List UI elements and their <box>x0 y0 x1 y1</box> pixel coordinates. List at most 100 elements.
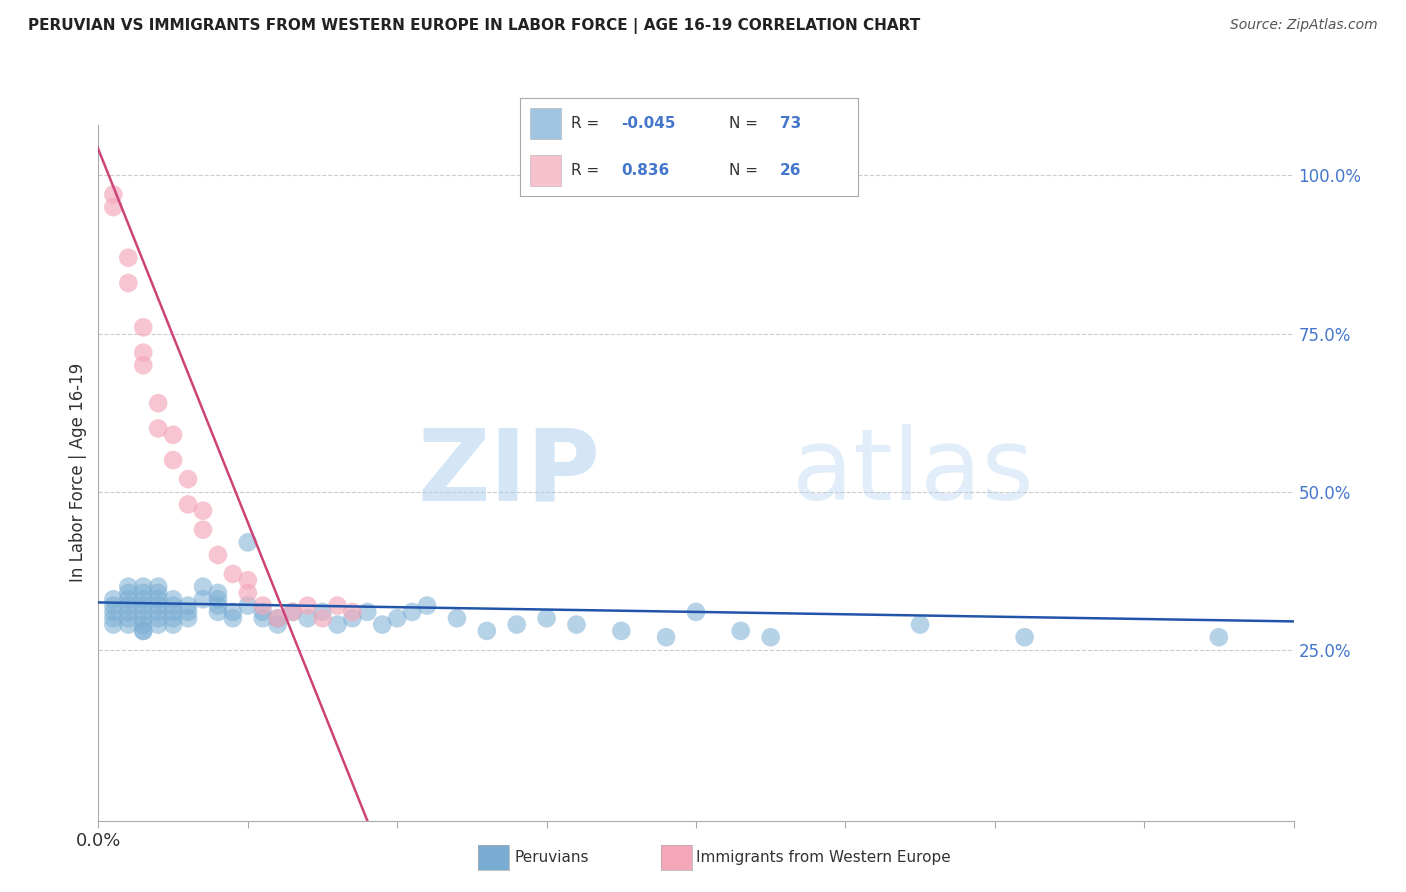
Point <box>103 617 125 632</box>
Point <box>222 611 245 625</box>
Point <box>207 605 229 619</box>
Point <box>207 599 229 613</box>
Point <box>222 605 245 619</box>
Point <box>730 624 752 638</box>
Point <box>103 599 125 613</box>
Point <box>236 586 259 600</box>
Point <box>103 611 125 625</box>
Point <box>536 611 558 625</box>
Point <box>117 276 139 290</box>
Point <box>132 592 155 607</box>
Point <box>252 599 274 613</box>
Y-axis label: In Labor Force | Age 16-19: In Labor Force | Age 16-19 <box>69 363 87 582</box>
Point <box>162 599 184 613</box>
Point <box>1208 630 1230 644</box>
Point <box>117 605 139 619</box>
Point <box>356 605 378 619</box>
Point <box>148 605 170 619</box>
Point <box>371 617 394 632</box>
Point <box>236 535 259 549</box>
Text: Peruvians: Peruvians <box>515 850 589 864</box>
Point <box>401 605 423 619</box>
Point <box>908 617 931 632</box>
Point <box>177 497 200 511</box>
Point <box>297 599 319 613</box>
Text: Source: ZipAtlas.com: Source: ZipAtlas.com <box>1230 18 1378 32</box>
Text: 73: 73 <box>780 116 801 131</box>
Point <box>117 617 139 632</box>
Point <box>236 599 259 613</box>
Point <box>103 187 125 202</box>
Text: R =: R = <box>571 163 605 178</box>
Point <box>132 358 155 372</box>
Point <box>148 611 170 625</box>
Point <box>191 580 214 594</box>
Text: Immigrants from Western Europe: Immigrants from Western Europe <box>696 850 950 864</box>
Text: ZIP: ZIP <box>418 425 600 521</box>
Point <box>162 592 184 607</box>
Point <box>162 611 184 625</box>
Point <box>416 599 439 613</box>
Point <box>326 617 349 632</box>
Point <box>565 617 588 632</box>
Point <box>311 605 333 619</box>
Point <box>117 586 139 600</box>
Point <box>326 599 349 613</box>
Point <box>103 605 125 619</box>
Point <box>177 599 200 613</box>
Text: N =: N = <box>730 163 763 178</box>
Point <box>132 586 155 600</box>
Point <box>342 611 364 625</box>
Point <box>207 548 229 562</box>
Point <box>252 605 274 619</box>
Point <box>103 592 125 607</box>
Text: 26: 26 <box>780 163 801 178</box>
Point <box>132 605 155 619</box>
Point <box>207 586 229 600</box>
Point <box>148 421 170 435</box>
Point <box>117 592 139 607</box>
Point <box>177 605 200 619</box>
Point <box>385 611 409 625</box>
Point <box>191 592 214 607</box>
Point <box>132 599 155 613</box>
Point <box>117 251 139 265</box>
Point <box>148 592 170 607</box>
Point <box>236 574 259 588</box>
Point <box>267 611 290 625</box>
Text: 0.836: 0.836 <box>621 163 669 178</box>
Point <box>655 630 678 644</box>
Point <box>117 611 139 625</box>
Point <box>148 599 170 613</box>
Point <box>267 611 290 625</box>
Point <box>191 523 214 537</box>
Point <box>267 617 290 632</box>
Point <box>132 580 155 594</box>
Point <box>207 592 229 607</box>
Point <box>117 580 139 594</box>
Point <box>162 427 184 442</box>
Point <box>148 586 170 600</box>
Text: -0.045: -0.045 <box>621 116 676 131</box>
Point <box>281 605 304 619</box>
Point <box>148 396 170 410</box>
Point <box>132 617 155 632</box>
Point <box>191 504 214 518</box>
Point <box>132 345 155 359</box>
Point <box>132 624 155 638</box>
Point <box>148 580 170 594</box>
Point <box>117 599 139 613</box>
Point <box>281 605 304 619</box>
FancyBboxPatch shape <box>530 155 561 186</box>
Point <box>132 320 155 334</box>
FancyBboxPatch shape <box>530 108 561 139</box>
Point <box>759 630 782 644</box>
Point <box>342 605 364 619</box>
Point <box>446 611 468 625</box>
Text: PERUVIAN VS IMMIGRANTS FROM WESTERN EUROPE IN LABOR FORCE | AGE 16-19 CORRELATIO: PERUVIAN VS IMMIGRANTS FROM WESTERN EURO… <box>28 18 921 34</box>
Text: R =: R = <box>571 116 605 131</box>
Point <box>177 472 200 486</box>
Point <box>162 605 184 619</box>
Point <box>1014 630 1036 644</box>
Point <box>475 624 498 638</box>
